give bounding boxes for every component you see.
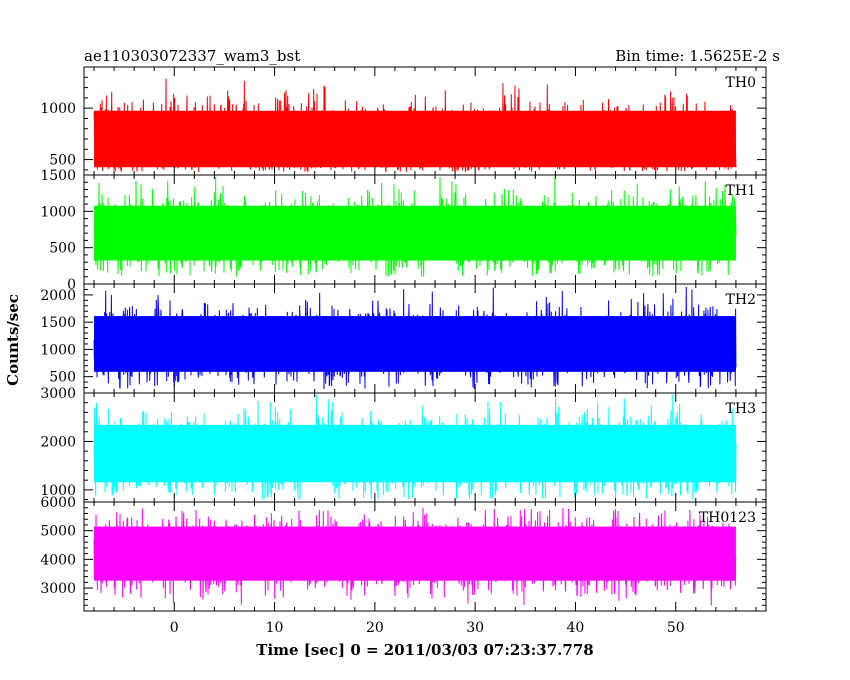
x-tick-label: 0 bbox=[170, 620, 179, 636]
y-tick-label: 1000 bbox=[40, 101, 76, 117]
y-tick-label: 6000 bbox=[40, 495, 76, 511]
panel-label-th1: TH1 bbox=[726, 183, 756, 199]
y-tick-label: 500 bbox=[49, 370, 76, 386]
panel-frame bbox=[83, 501, 767, 612]
y-tick-label: 3000 bbox=[40, 386, 76, 402]
y-tick-label: 4000 bbox=[40, 552, 76, 568]
y-tick-label: 500 bbox=[49, 153, 76, 169]
y-tick-label: 5000 bbox=[40, 524, 76, 540]
y-tick-label: 0 bbox=[67, 277, 76, 293]
series-line-th2 bbox=[93, 286, 737, 390]
panel-label-th3: TH3 bbox=[726, 401, 756, 417]
y-tick-label: 1000 bbox=[40, 483, 76, 499]
y-tick-label: 2000 bbox=[40, 288, 76, 304]
panel-th0: 500 1000 TH0 bbox=[40, 66, 767, 176]
panel-label-th2: TH2 bbox=[726, 292, 756, 308]
series-line-th0123 bbox=[93, 507, 737, 606]
panels-group: 5001000TH0050010001500TH1500100015002000… bbox=[40, 66, 767, 636]
series-line-th1 bbox=[93, 176, 737, 277]
x-tick-label: 30 bbox=[466, 620, 484, 636]
y-tick-label: 2000 bbox=[40, 434, 76, 450]
y-tick-label: 1000 bbox=[40, 342, 76, 358]
panel-th3: 1000 2000 3000 TH3 bbox=[40, 386, 767, 503]
y-tick-label: 1000 bbox=[40, 204, 76, 220]
panel-th2: 500 1000 1500 2000 TH2 bbox=[40, 283, 767, 394]
series-line-th3 bbox=[93, 394, 737, 500]
x-tick-label: 40 bbox=[567, 620, 585, 636]
x-tick-label: 10 bbox=[266, 620, 284, 636]
series-line-th0 bbox=[93, 78, 737, 173]
y-tick-label: 1500 bbox=[40, 168, 76, 184]
panel-label-th0123: TH0123 bbox=[699, 510, 756, 526]
x-tick-label: 50 bbox=[667, 620, 685, 636]
x-axis-title: Time [sec] 0 = 2011/03/03 07:23:37.778 bbox=[256, 641, 593, 659]
panel-th0123: 3000 4000 5000 6000 TH0123 bbox=[40, 495, 767, 612]
chart-title: ae110303072337_wam3_bst bbox=[84, 47, 300, 65]
y-tick-label: 500 bbox=[49, 241, 76, 257]
y-tick-label: 1500 bbox=[40, 315, 76, 331]
panel-label-th0: TH0 bbox=[726, 75, 756, 91]
x-tick-label: 20 bbox=[366, 620, 384, 636]
panel-th1: 0 500 1000 1500 TH1 bbox=[40, 168, 767, 293]
y-tick-label: 3000 bbox=[40, 581, 76, 597]
y-axis-title: Counts/sec bbox=[4, 294, 22, 386]
bin-time-label: Bin time: 1.5625E-2 s bbox=[615, 47, 780, 65]
